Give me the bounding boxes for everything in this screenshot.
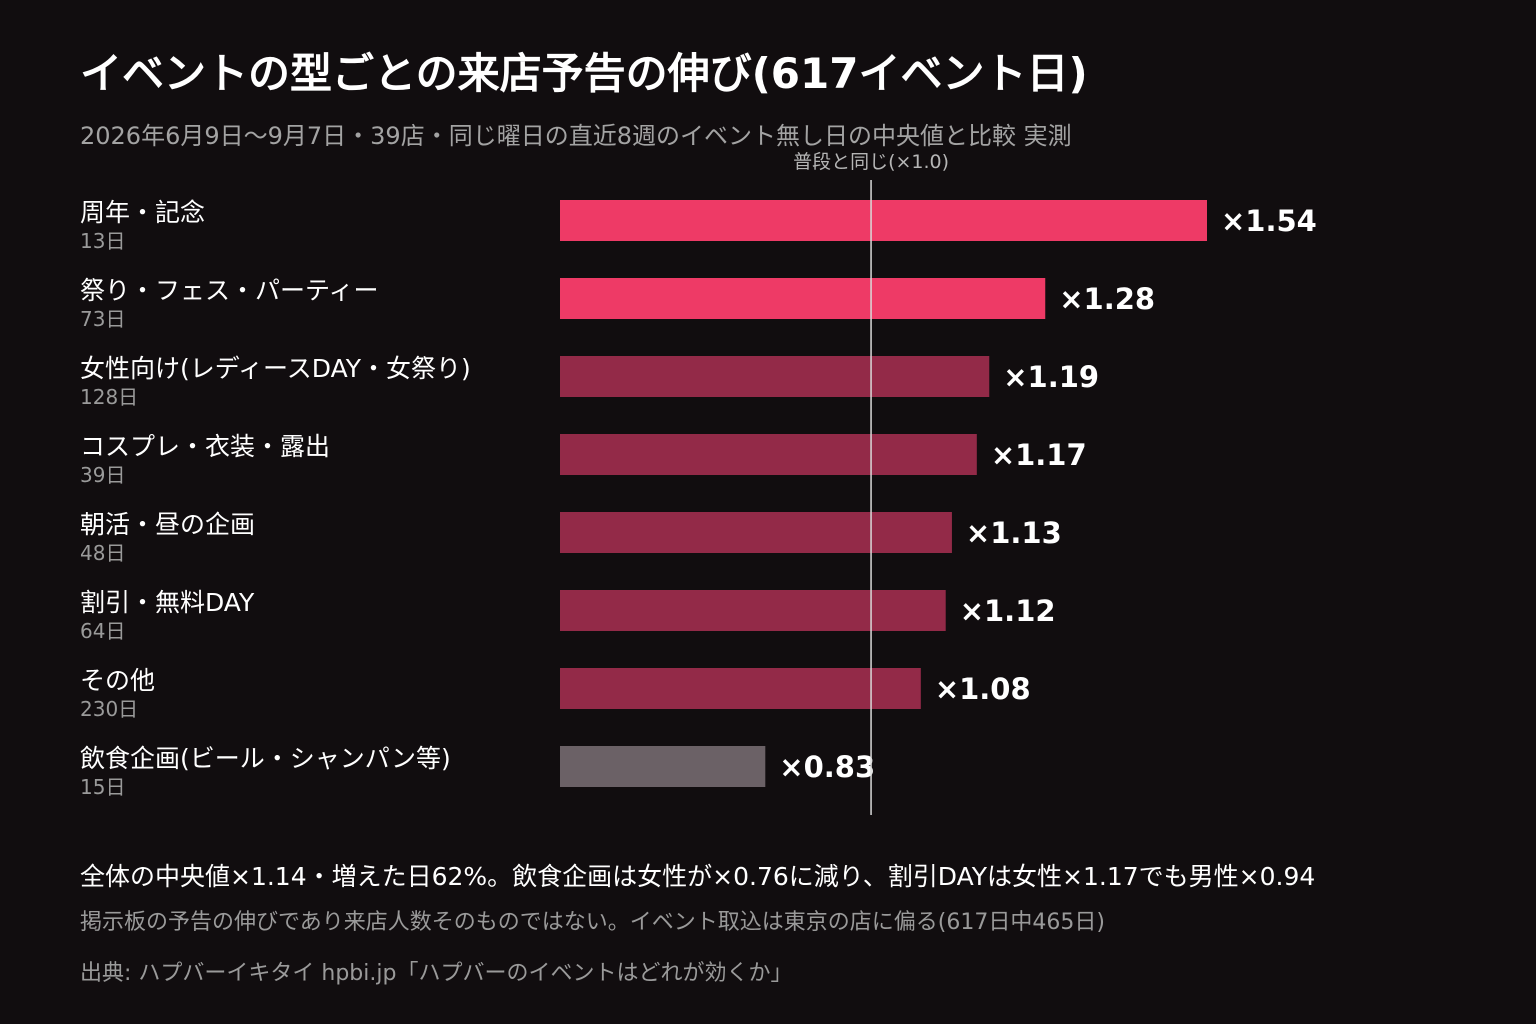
- category-count: 13日: [80, 229, 125, 253]
- summary-note: 全体の中央値×1.14・増えた日62%。飲食企画は女性が×0.76に減り、割引D…: [80, 862, 1316, 891]
- chart-subtitle: 2026年6月9日〜9月7日・39店・同じ曜日の直近8週のイベント無し日の中央値…: [80, 122, 1072, 150]
- value-label: ×1.13: [966, 516, 1062, 550]
- category-count: 230日: [80, 697, 138, 721]
- category-count: 39日: [80, 463, 125, 487]
- value-label: ×1.08: [935, 672, 1031, 706]
- category-count: 128日: [80, 385, 138, 409]
- bar: [560, 356, 990, 397]
- value-label: ×1.17: [991, 438, 1087, 472]
- category-count: 64日: [80, 619, 125, 643]
- caveat-note: 掲示板の予告の伸びであり来店人数そのものではない。イベント取込は東京の店に偏る(…: [80, 910, 1105, 935]
- value-label: ×0.83: [779, 750, 875, 784]
- category-label: 祭り・フェス・パーティー: [80, 276, 379, 305]
- source-note: 出典: ハプバーイキタイ hpbi.jp「ハプバーのイベントはどれが効くか」: [80, 961, 793, 986]
- value-label: ×1.19: [1003, 360, 1099, 394]
- bar: [560, 746, 766, 787]
- category-label: コスプレ・衣装・露出: [80, 432, 330, 461]
- category-count: 48日: [80, 541, 125, 565]
- bar: [560, 200, 1207, 241]
- category-label: その他: [80, 666, 155, 695]
- category-count: 73日: [80, 307, 125, 331]
- category-count: 15日: [80, 775, 125, 799]
- category-label: 朝活・昼の企画: [80, 510, 255, 539]
- bar: [560, 278, 1046, 319]
- reference-line-label: 普段と同じ(×1.0): [793, 151, 949, 173]
- bar: [560, 434, 977, 475]
- bar: [560, 512, 952, 553]
- category-label: 周年・記念: [80, 198, 205, 227]
- bar: [560, 590, 946, 631]
- value-label: ×1.54: [1221, 204, 1317, 238]
- category-label: 割引・無料DAY: [80, 588, 255, 617]
- value-label: ×1.12: [960, 594, 1056, 628]
- chart-title: イベントの型ごとの来店予告の伸び(617イベント日): [80, 49, 1088, 98]
- bar: [560, 668, 921, 709]
- category-label: 飲食企画(ビール・シャンパン等): [80, 744, 451, 773]
- value-label: ×1.28: [1059, 282, 1155, 316]
- category-label: 女性向け(レディースDAY・女祭り): [80, 354, 471, 383]
